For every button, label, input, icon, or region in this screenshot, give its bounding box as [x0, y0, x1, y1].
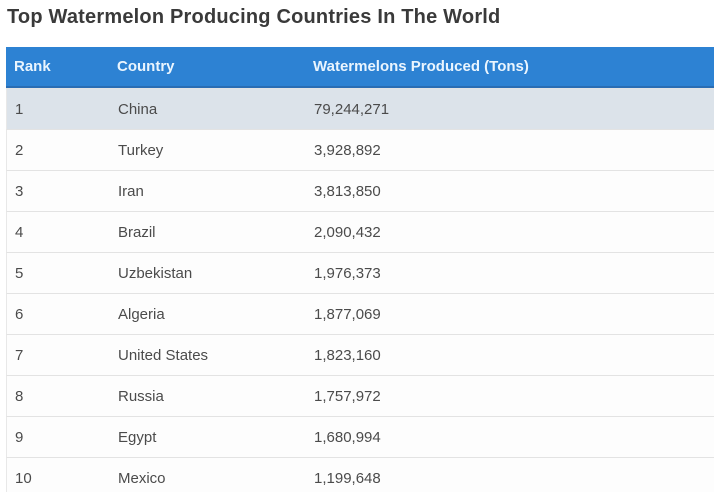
table-row: 9 Egypt 1,680,994	[6, 416, 714, 457]
country-cell: Turkey	[118, 141, 164, 159]
country-cell: Brazil	[118, 223, 156, 241]
watermelon-production-table: Rank Country Watermelons Produced (Tons)…	[6, 47, 714, 492]
produced-cell: 1,877,069	[314, 305, 381, 323]
rank-cell: 3	[15, 182, 24, 200]
produced-cell: 3,813,850	[314, 182, 381, 200]
rank-cell: 8	[15, 387, 24, 405]
table-row: 8 Russia 1,757,972	[6, 375, 714, 416]
country-cell: Egypt	[118, 428, 157, 446]
table-row: 5 Uzbekistan 1,976,373	[6, 252, 714, 293]
country-cell: United States	[118, 346, 209, 364]
produced-cell: 1,757,972	[314, 387, 381, 405]
country-cell: Russia	[118, 387, 164, 405]
produced-cell: 1,976,373	[314, 264, 381, 282]
rank-cell: 4	[15, 223, 24, 241]
produced-cell: 2,090,432	[314, 223, 381, 241]
table-header-row: Rank Country Watermelons Produced (Tons)	[6, 47, 714, 88]
table-row: 2 Turkey 3,928,892	[6, 129, 714, 170]
rank-cell: 9	[15, 428, 24, 446]
country-cell: China	[118, 100, 158, 118]
rank-cell: 7	[15, 346, 24, 364]
rank-cell: 10	[15, 469, 32, 487]
produced-cell: 1,823,160	[314, 346, 381, 364]
country-cell: Iran	[118, 182, 144, 200]
table-row: 4 Brazil 2,090,432	[6, 211, 714, 252]
page-title: Top Watermelon Producing Countries In Th…	[7, 6, 501, 28]
table-row: 1 China 79,244,271	[6, 88, 714, 129]
produced-cell: 1,199,648	[314, 469, 381, 487]
country-cell: Mexico	[118, 469, 166, 487]
rank-cell: 1	[15, 100, 24, 118]
column-header-rank[interactable]: Rank	[14, 58, 51, 75]
column-header-produced[interactable]: Watermelons Produced (Tons)	[313, 58, 529, 75]
table-row: 10 Mexico 1,199,648	[6, 457, 714, 492]
rank-cell: 5	[15, 264, 24, 282]
produced-cell: 1,680,994	[314, 428, 381, 446]
produced-cell: 79,244,271	[314, 100, 390, 118]
column-header-country[interactable]: Country	[117, 58, 175, 75]
table-row: 6 Algeria 1,877,069	[6, 293, 714, 334]
rank-cell: 2	[15, 141, 24, 159]
rank-cell: 6	[15, 305, 24, 323]
country-cell: Uzbekistan	[118, 264, 193, 282]
table-row: 7 United States 1,823,160	[6, 334, 714, 375]
country-cell: Algeria	[118, 305, 165, 323]
produced-cell: 3,928,892	[314, 141, 381, 159]
table-row: 3 Iran 3,813,850	[6, 170, 714, 211]
